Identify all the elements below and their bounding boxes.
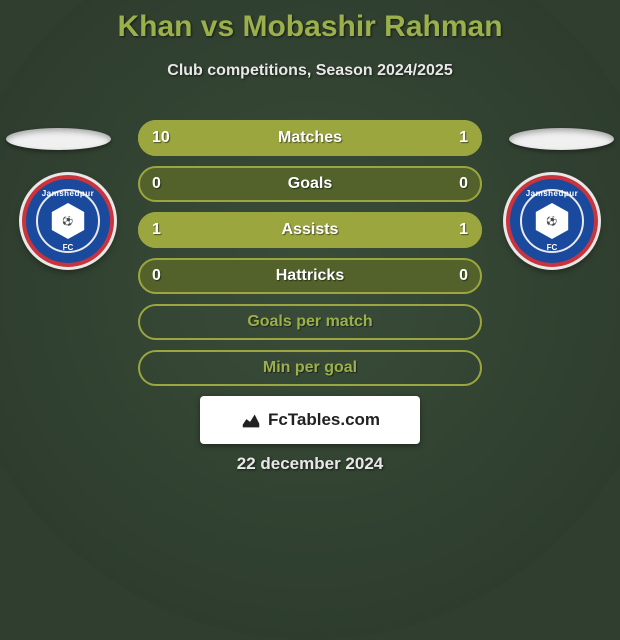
stat-value-left: 1 [152, 212, 161, 248]
stat-row: Min per goal [138, 350, 482, 386]
left-club-badge: Jamshedpur ⚽ FC [22, 175, 114, 267]
stat-label: Goals [138, 166, 482, 202]
stat-value-right: 0 [459, 166, 468, 202]
stat-label: Hattricks [138, 258, 482, 294]
stat-row: Matches10 1 [138, 120, 482, 156]
footer-brand-box: FcTables.com [200, 396, 420, 444]
stat-value-left: 0 [152, 166, 161, 202]
stat-value-right: 1 [459, 212, 468, 248]
stat-value-right: 0 [459, 258, 468, 294]
stat-value-right: 1 [459, 120, 468, 156]
stat-value-left: 10 [152, 120, 170, 156]
stat-row: Goals per match [138, 304, 482, 340]
stat-row: Goals0 0 [138, 166, 482, 202]
left-badge-short: FC [38, 243, 98, 252]
shield-icon: ⚽ [534, 203, 570, 239]
page-title: Khan vs Mobashir Rahman [0, 10, 620, 44]
stat-row: Assists1 1 [138, 212, 482, 248]
right-shadow-ellipse [509, 128, 614, 150]
shield-icon: ⚽ [50, 203, 86, 239]
right-badge-name: Jamshedpur [522, 189, 582, 198]
footer-date: 22 december 2024 [0, 454, 620, 474]
page-subtitle: Club competitions, Season 2024/2025 [0, 62, 620, 80]
stat-value-left: 0 [152, 258, 161, 294]
left-shadow-ellipse [6, 128, 111, 150]
right-badge-short: FC [522, 243, 582, 252]
footer-brand-text: FcTables.com [268, 410, 380, 430]
stats-panel: Matches101Goals00Assists11Hattricks00Goa… [138, 120, 482, 396]
chart-icon [240, 409, 262, 431]
stat-label: Min per goal [138, 350, 482, 386]
left-badge-name: Jamshedpur [38, 189, 98, 198]
stat-row: Hattricks0 0 [138, 258, 482, 294]
right-club-badge: Jamshedpur ⚽ FC [506, 175, 598, 267]
stat-label: Assists [138, 212, 482, 248]
stat-label: Matches [138, 120, 482, 156]
stat-label: Goals per match [138, 304, 482, 340]
